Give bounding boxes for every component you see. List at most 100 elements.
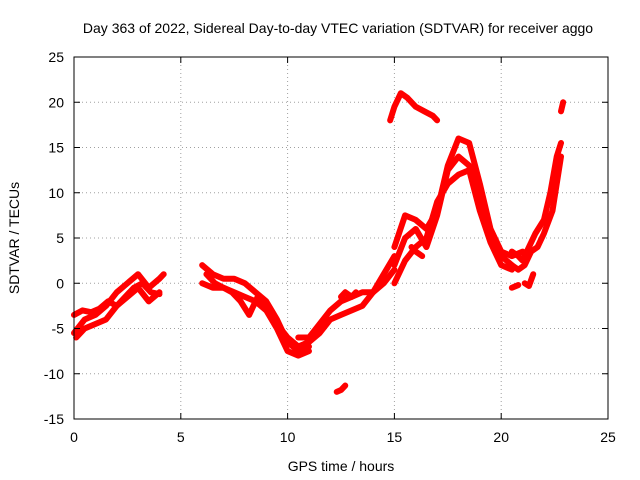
data-point-plus xyxy=(549,208,555,214)
data-point-plus xyxy=(82,316,88,322)
data-point-plus xyxy=(274,321,280,327)
data-point-plus xyxy=(135,285,141,291)
series-trace xyxy=(295,253,398,350)
data-point-plus xyxy=(466,167,472,173)
data-point-plus xyxy=(434,117,440,123)
data-point-plus xyxy=(530,271,536,277)
data-point-plus xyxy=(419,253,425,259)
data-point-plus xyxy=(139,280,145,286)
data-point-plus xyxy=(381,280,387,286)
data-point-plus xyxy=(156,276,162,282)
y-tick-label: -10 xyxy=(44,366,64,382)
data-point-plus xyxy=(430,113,436,119)
data-point-plus xyxy=(338,294,344,300)
data-point-plus xyxy=(558,108,564,114)
series-trace xyxy=(203,271,312,350)
x-tick-label: 20 xyxy=(493,429,509,445)
data-point-plus xyxy=(349,294,355,300)
y-tick-label: 10 xyxy=(48,185,64,201)
data-point-plus xyxy=(105,298,111,304)
y-tick-label: 25 xyxy=(48,49,64,65)
data-point-plus xyxy=(295,344,301,350)
data-point-plus xyxy=(515,253,521,259)
data-point-plus xyxy=(221,285,227,291)
data-point-plus xyxy=(455,154,461,160)
data-point-plus xyxy=(477,208,483,214)
series-track-9 xyxy=(333,382,349,395)
data-point-plus xyxy=(391,104,397,110)
data-point-plus xyxy=(509,249,515,255)
data-point-plus xyxy=(488,240,494,246)
x-tick-label: 25 xyxy=(600,429,616,445)
data-point-plus xyxy=(515,267,521,273)
data-point-plus xyxy=(528,249,534,255)
data-point-plus xyxy=(535,244,541,250)
data-point-plus xyxy=(541,230,547,236)
data-point-plus xyxy=(522,280,528,286)
data-point-plus xyxy=(522,262,528,268)
data-point-plus xyxy=(255,294,261,300)
data-point-plus xyxy=(285,348,291,354)
x-tick-label: 15 xyxy=(387,429,403,445)
data-point-plus xyxy=(359,303,365,309)
data-point-plus xyxy=(306,348,312,354)
data-point-plus xyxy=(445,181,451,187)
data-point-plus xyxy=(210,271,216,277)
data-point-plus xyxy=(541,217,547,223)
data-point-plus xyxy=(246,312,252,318)
data-point-plus xyxy=(532,230,538,236)
chart-ticks: 0 5 10 15 20 25 -15 -10 -5 0 5 10 15 20 25 xyxy=(44,49,616,445)
data-point-plus xyxy=(498,262,504,268)
data-point-plus xyxy=(238,298,244,304)
data-point-plus xyxy=(221,276,227,282)
data-point-plus xyxy=(408,244,414,250)
x-axis-label: GPS time / hours xyxy=(288,458,395,474)
data-point-plus xyxy=(295,335,301,341)
data-point-plus xyxy=(124,294,130,300)
series-track-20 xyxy=(558,99,567,115)
data-point-plus xyxy=(229,289,235,295)
series-trace xyxy=(338,289,359,300)
series-trace xyxy=(508,153,565,273)
data-point-plus xyxy=(402,258,408,264)
data-point-plus xyxy=(558,140,564,146)
data-point-plus xyxy=(547,190,553,196)
data-point-plus xyxy=(434,199,440,205)
data-point-plus xyxy=(97,306,103,312)
data-point-plus xyxy=(80,307,86,313)
data-point-plus xyxy=(327,316,333,322)
series-trace xyxy=(71,271,167,337)
data-point-plus xyxy=(199,280,205,286)
data-point-plus xyxy=(338,387,344,393)
data-point-plus xyxy=(509,285,515,291)
data-point-plus xyxy=(103,316,109,322)
data-point-plus xyxy=(92,321,98,327)
data-point-plus xyxy=(413,226,419,232)
data-point-plus xyxy=(560,99,566,105)
data-point-plus xyxy=(398,90,404,96)
chart-grid xyxy=(74,57,608,419)
data-point-plus xyxy=(342,289,348,295)
series-track-3 xyxy=(73,284,163,341)
data-point-plus xyxy=(413,217,419,223)
series-track-18 xyxy=(508,282,522,291)
data-point-plus xyxy=(359,289,365,295)
y-tick-label: -15 xyxy=(44,411,64,427)
y-tick-label: 0 xyxy=(56,275,64,291)
data-point-plus xyxy=(114,289,120,295)
data-point-plus xyxy=(370,289,376,295)
data-point-plus xyxy=(526,283,532,289)
data-point-plus xyxy=(423,244,429,250)
data-point-plus xyxy=(124,280,130,286)
y-tick-label: 15 xyxy=(48,140,64,156)
data-point-plus xyxy=(387,117,393,123)
data-point-plus xyxy=(391,244,397,250)
data-point-plus xyxy=(413,104,419,110)
x-tick-label: 5 xyxy=(177,429,185,445)
data-point-plus xyxy=(263,303,269,309)
series-trace xyxy=(295,266,398,341)
data-point-plus xyxy=(402,212,408,218)
series-trace xyxy=(387,90,441,124)
y-tick-label: 5 xyxy=(56,230,64,246)
